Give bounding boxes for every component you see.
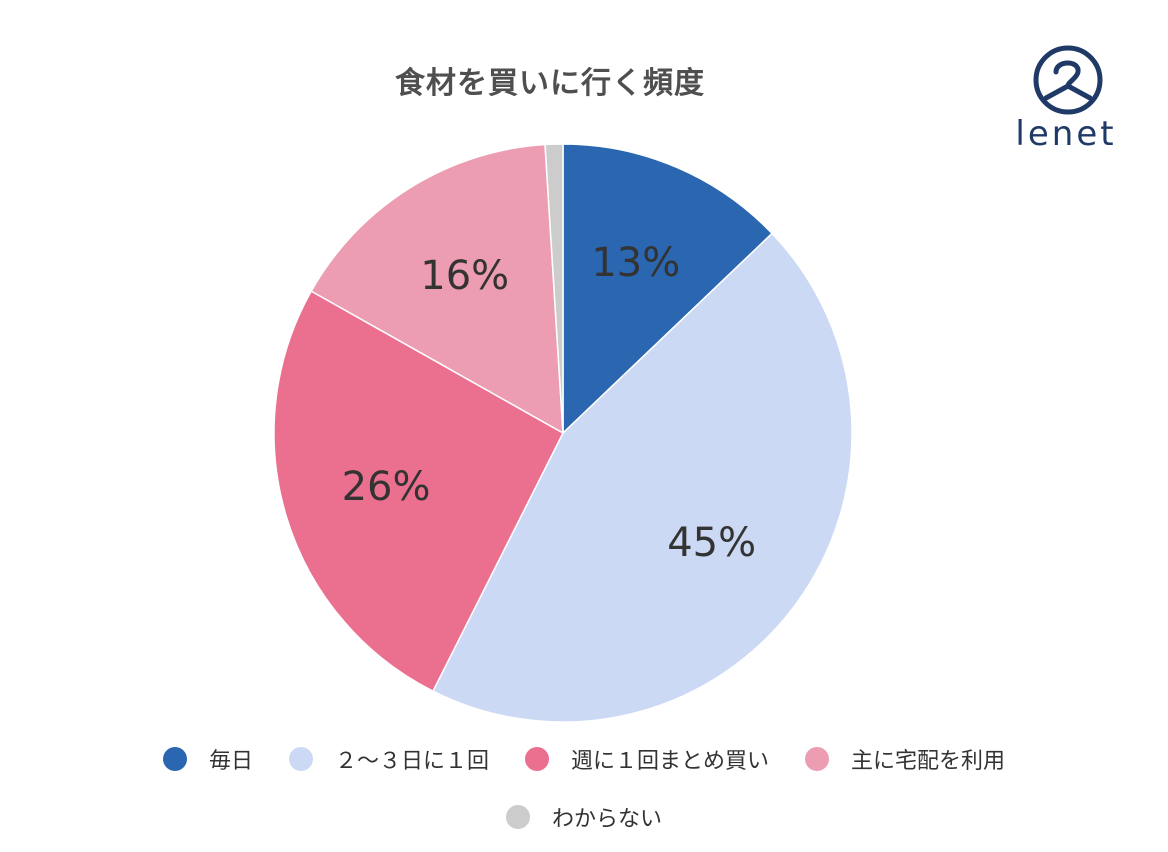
slice-label-2: 26%: [342, 464, 431, 510]
legend-item-0: 毎日: [162, 742, 253, 776]
legend-item-1: ２〜３日に１回: [288, 742, 489, 776]
legend-swatch-2: [525, 747, 549, 771]
logo-text: lenet: [1015, 114, 1117, 154]
legend-label-0: 毎日: [208, 749, 253, 774]
legend-label-1: ２〜３日に１回: [334, 749, 489, 774]
slice-label-3: 16%: [420, 253, 509, 299]
brand-logo: lenet: [996, 44, 1136, 154]
pie-slice-1: [431, 232, 853, 723]
legend-item-3: 主に宅配を利用: [805, 742, 1005, 776]
legend-swatch-3: [805, 747, 830, 771]
legend-swatch-0: [162, 747, 187, 771]
pie-slice-4: [544, 143, 564, 434]
pie-slice-0: [562, 143, 774, 435]
legend-swatch-4: [505, 805, 530, 829]
legend-swatch-1: [288, 747, 313, 771]
slice-label-0: 13%: [591, 240, 680, 286]
pie-slice-3: [310, 143, 564, 435]
hanger-person-icon: [1033, 45, 1103, 115]
legend-item-2: 週に１回まとめ買い: [525, 742, 769, 776]
legend: 毎日 ２〜３日に１回 週に１回まとめ買い 主に宅配を利用わからない: [0, 742, 1168, 834]
legend-label-3: 主に宅配を利用: [851, 749, 1006, 774]
chart-title: 食材を買いに行く頻度: [395, 66, 705, 101]
legend-label-2: 週に１回まとめ買い: [571, 749, 770, 774]
legend-item-4: わからない: [505, 800, 662, 834]
legend-label-4: わからない: [551, 807, 662, 832]
pie-slice-2: [273, 290, 564, 693]
slice-label-1: 45%: [667, 520, 756, 566]
